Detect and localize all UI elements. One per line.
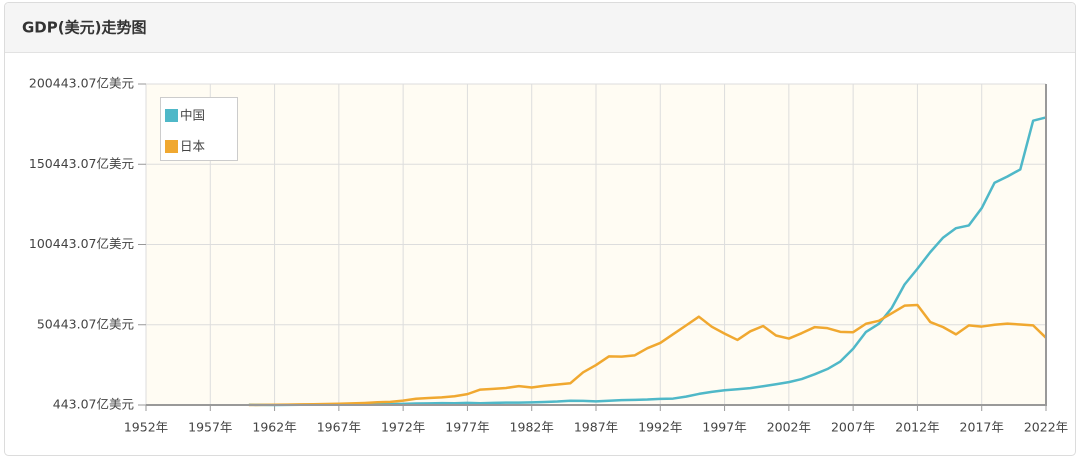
legend-label: 中国 [180, 108, 205, 123]
x-tick-label: 2022年 [1024, 420, 1068, 435]
x-tick-label: 1977年 [445, 420, 489, 435]
x-tick-label: 1967年 [317, 420, 361, 435]
legend-swatch [165, 140, 178, 153]
x-tick-label: 1972年 [381, 420, 425, 435]
x-tick-label: 2012年 [895, 420, 939, 435]
chart-title: GDP(美元)走势图 [22, 19, 146, 37]
x-tick-label: 1962年 [252, 420, 296, 435]
x-tick-label: 1957年 [188, 420, 232, 435]
x-tick-label: 2002年 [767, 420, 811, 435]
y-tick-label: 50443.07亿美元 [37, 316, 134, 331]
card-header [5, 3, 1075, 52]
y-tick-label: 443.07亿美元 [53, 397, 134, 412]
y-tick-label: 100443.07亿美元 [29, 236, 134, 251]
x-tick-label: 1992年 [638, 420, 682, 435]
x-tick-label: 1982年 [510, 420, 554, 435]
plot-frame [146, 84, 1047, 406]
y-tick-label: 200443.07亿美元 [29, 76, 134, 91]
x-tick-label: 2007年 [831, 420, 875, 435]
grid: 1952年 1957年 1962年 1967年 1972年 1977年 1982年 1987年… [29, 76, 1068, 435]
x-tick-label: 1952年 [124, 420, 168, 435]
x-tick-label: 1997年 [702, 420, 746, 435]
y-tick-label: 150443.07亿美元 [29, 156, 134, 171]
series-line [248, 303, 1047, 407]
x-tick-label: 1987年 [574, 420, 618, 435]
legend-label: 日本 [180, 139, 206, 154]
x-tick-label: 2017年 [960, 420, 1004, 435]
legend-swatch [165, 109, 178, 122]
